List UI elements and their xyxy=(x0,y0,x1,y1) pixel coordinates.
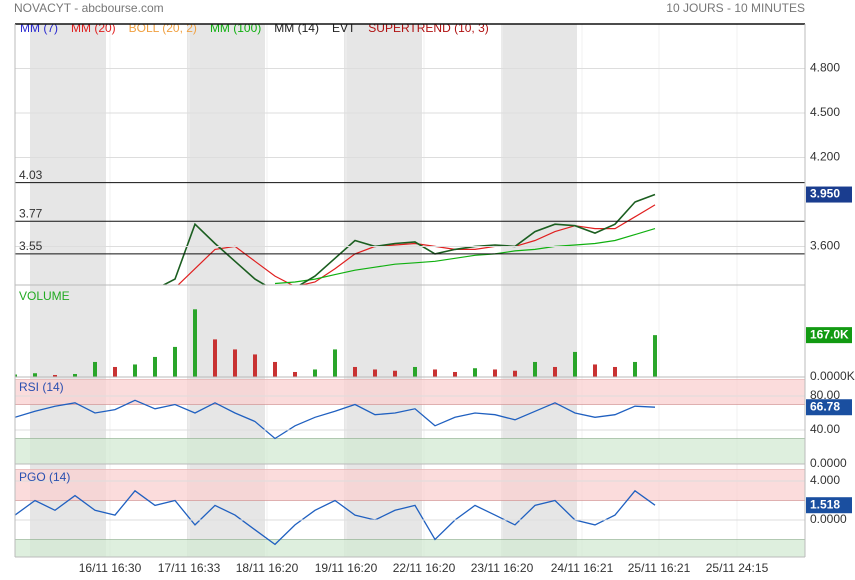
header-right: 10 JOURS - 10 MINUTES xyxy=(666,1,805,15)
last-value-box xyxy=(806,327,852,344)
volume-bar xyxy=(353,366,357,377)
y-tick-label: 4.500 xyxy=(810,105,840,119)
volume-bar xyxy=(433,369,437,377)
volume-bar xyxy=(293,371,297,377)
volume-bar xyxy=(573,351,577,377)
last-value-label: 66.78 xyxy=(810,399,840,413)
x-tick-label: 16/11 16:30 xyxy=(79,561,142,575)
volume-bar xyxy=(93,361,97,377)
volume-bar xyxy=(313,369,317,377)
panel-title: PGO (14) xyxy=(19,470,70,484)
lower-zone xyxy=(15,438,805,464)
x-tick-label: 17/11 16:33 xyxy=(158,561,221,575)
volume-bar xyxy=(173,346,177,377)
panel xyxy=(15,309,657,377)
volume-bar xyxy=(473,368,477,377)
volume-bar xyxy=(493,369,497,377)
x-tick-label: 23/11 16:20 xyxy=(471,561,534,575)
panel xyxy=(15,379,805,464)
indicator-line xyxy=(177,204,656,285)
lower-zone xyxy=(15,539,805,557)
y-tick-label: 4.200 xyxy=(810,150,840,164)
last-value-box xyxy=(806,186,852,203)
x-tick-label: 22/11 16:20 xyxy=(393,561,456,575)
volume-bar xyxy=(53,374,57,377)
level-label: 4.03 xyxy=(19,168,43,182)
volume-bar xyxy=(513,370,517,377)
volume-bar xyxy=(593,364,597,377)
volume-bar xyxy=(553,366,557,377)
last-value-box xyxy=(806,497,852,514)
y-tick-label: 3.600 xyxy=(810,239,840,253)
volume-bar xyxy=(393,370,397,377)
volume-bar xyxy=(193,309,197,377)
y-tick-label: 80.00 xyxy=(810,388,840,402)
volume-bar xyxy=(113,366,117,377)
panel-title: RSI (14) xyxy=(19,380,64,394)
upper-zone xyxy=(15,469,805,501)
indicator-line xyxy=(15,399,656,440)
x-tick-label: 25/11 24:15 xyxy=(706,561,769,575)
volume-bar xyxy=(333,349,337,377)
y-tick-label: 0.0000 xyxy=(810,512,847,526)
volume-bar xyxy=(213,339,217,377)
volume-bar xyxy=(633,361,637,377)
volume-bar xyxy=(233,349,237,377)
x-tick-label: 19/11 16:20 xyxy=(315,561,378,575)
level-label: 3.55 xyxy=(19,239,43,253)
y-tick-label: 0.0000K xyxy=(810,369,855,383)
volume-bar xyxy=(33,373,37,377)
upper-zone xyxy=(15,379,805,405)
volume-bar xyxy=(533,361,537,377)
last-value-label: 1.518 xyxy=(810,497,840,511)
y-tick-label: 4.800 xyxy=(810,61,840,75)
volume-bar xyxy=(253,354,257,377)
indicator-line xyxy=(15,489,656,546)
x-tick-label: 24/11 16:21 xyxy=(551,561,614,575)
header-left: NOVACYT - abcbourse.com xyxy=(14,1,164,15)
y-tick-label: 4.000 xyxy=(810,473,840,487)
last-value-label: 3.950 xyxy=(810,187,840,201)
volume-bar xyxy=(133,364,137,377)
volume-bar xyxy=(153,356,157,377)
volume-bar xyxy=(373,369,377,377)
volume-bar xyxy=(653,335,657,377)
volume-bar xyxy=(273,361,277,377)
level-label: 3.77 xyxy=(19,206,43,220)
volume-bar xyxy=(613,366,617,377)
panel-title: VOLUME xyxy=(19,289,70,303)
last-value-box xyxy=(806,399,852,416)
price-line xyxy=(161,193,656,285)
volume-bar xyxy=(413,366,417,377)
y-tick-label: 40.00 xyxy=(810,422,840,436)
volume-bar xyxy=(453,371,457,377)
x-tick-label: 18/11 16:20 xyxy=(236,561,299,575)
panel xyxy=(161,193,656,285)
indicator-line xyxy=(274,228,656,285)
y-tick-label: 0.0000 xyxy=(810,456,847,470)
x-tick-label: 25/11 16:21 xyxy=(628,561,691,575)
volume-bar xyxy=(73,373,77,377)
volume-bar xyxy=(15,374,17,377)
panel xyxy=(15,469,805,557)
last-value-label: 167.0K xyxy=(810,327,849,341)
